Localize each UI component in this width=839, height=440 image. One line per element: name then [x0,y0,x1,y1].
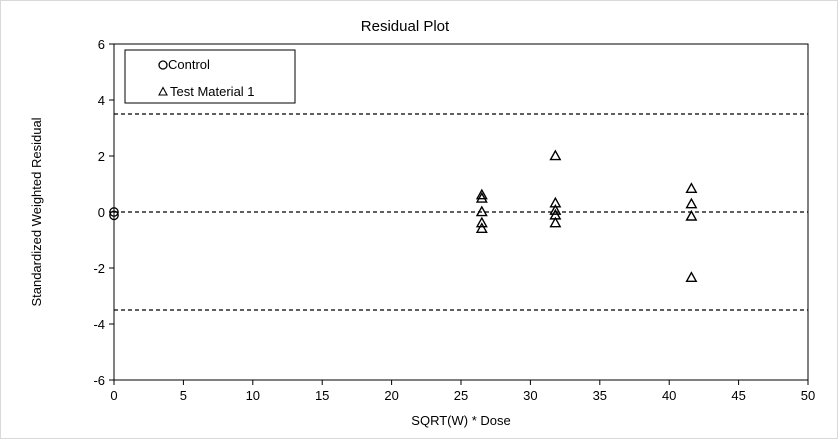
x-tick-label: 50 [801,388,815,403]
y-tick-label: 0 [98,205,105,220]
data-point-control [109,210,119,221]
data-point-test-material-1 [475,205,488,217]
y-tick-label: -2 [93,261,105,276]
y-tick-label: 4 [98,93,105,108]
data-points [109,149,698,283]
data-point-test-material-1 [475,188,488,200]
data-point-test-material-1 [549,204,562,215]
x-axis: 0 5 10 15 20 25 30 35 40 45 50 [110,380,815,403]
legend-item-test-material-1: Test Material 1 [170,84,255,99]
data-point-test-material-1 [685,271,698,283]
data-point-test-material-1 [685,182,698,193]
x-tick-label: 35 [593,388,607,403]
reference-lines [114,113,808,311]
chart-title: Residual Plot [361,18,450,35]
x-tick-label: 15 [315,388,329,403]
legend-box [124,49,296,104]
data-point-test-material-1 [549,216,562,228]
legend: Control Test Material 1 [124,49,296,104]
legend-circle-marker [158,60,168,70]
y-tick-label: -6 [93,373,105,388]
y-tick-label: 6 [98,37,105,52]
x-tick-label: 20 [384,388,398,403]
x-tick-label: 40 [662,388,676,403]
x-tick-label: 10 [246,388,260,403]
y-axis: -6 -4 -2 0 2 4 6 [93,37,114,388]
data-point-test-material-1 [475,191,488,203]
x-tick-label: 25 [454,388,468,403]
data-point-test-material-1 [549,149,562,161]
y-tick-label: -4 [93,317,105,332]
x-tick-label: 30 [523,388,537,403]
data-point-test-material-1 [475,216,488,228]
data-point-test-material-1 [685,197,698,209]
data-point-test-material-1 [685,209,698,221]
x-axis-title: SQRT(W) * Dose [411,413,510,428]
y-axis-title: Standardized Weighted Residual [29,117,44,306]
legend-triangle-marker [158,86,168,96]
x-tick-label: 5 [180,388,187,403]
data-point-test-material-1 [475,222,488,234]
legend-item-control: Control [168,57,210,72]
data-point-control [109,207,119,217]
x-tick-label: 0 [110,388,117,403]
x-tick-label: 45 [731,388,745,403]
y-tick-label: 2 [98,149,105,164]
